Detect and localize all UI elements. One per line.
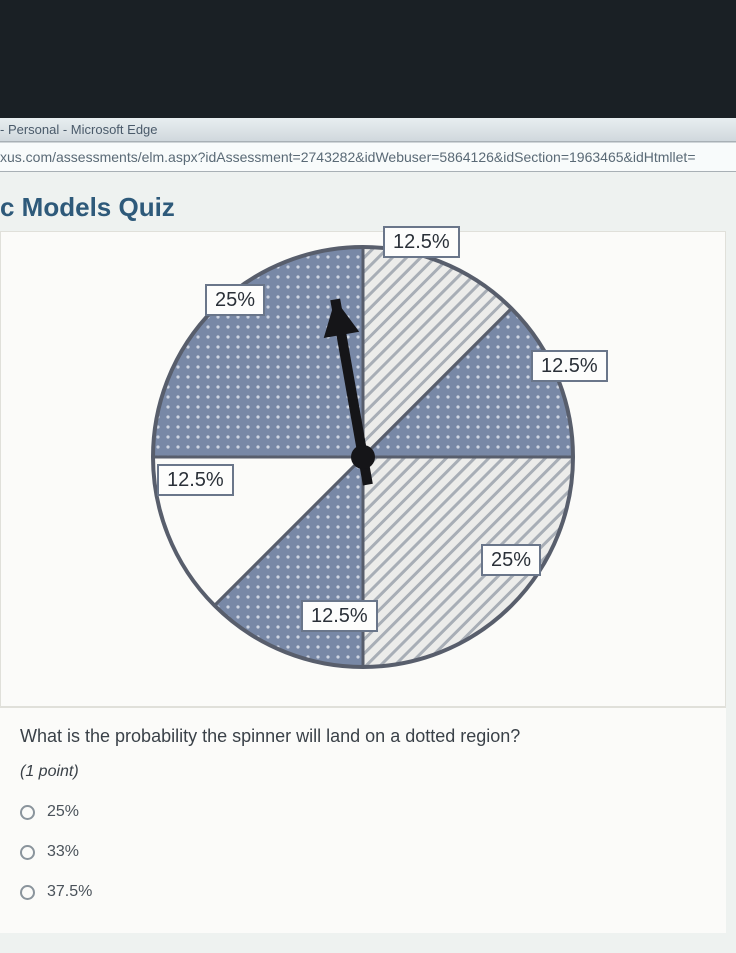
answer-option[interactable]: 25% [20,803,706,821]
question-points: (1 point) [20,763,706,781]
answer-option[interactable]: 37.5% [20,883,706,901]
question-text: What is the probability the spinner will… [20,726,706,747]
answer-options: 25% 33% 37.5% [20,803,706,901]
radio-icon[interactable] [20,885,35,900]
segment-label: 25% [481,544,541,576]
page-title: c Models Quiz [0,186,726,231]
option-label: 37.5% [47,883,92,901]
spinner-chart: 12.5%12.5%25%12.5%12.5%25% [0,231,726,707]
option-label: 33% [47,843,79,861]
window-title: - Personal - Microsoft Edge [0,122,158,137]
answer-option[interactable]: 33% [20,843,706,861]
option-label: 25% [47,803,79,821]
url-text: xus.com/assessments/elm.aspx?idAssessmen… [0,149,696,165]
segment-label: 12.5% [157,464,234,496]
radio-icon[interactable] [20,845,35,860]
window-titlebar: - Personal - Microsoft Edge [0,118,736,142]
page-content: c Models Quiz 12.5% 12.5% 25% 12.5% 12.5% 25%… [0,172,736,953]
address-bar[interactable]: xus.com/assessments/elm.aspx?idAssessmen… [0,142,736,172]
segment-label: 12.5% [301,600,378,632]
segment-label: 25% [205,284,265,316]
radio-icon[interactable] [20,805,35,820]
segment-label: 12.5% [383,226,460,258]
question-block: What is the probability the spinner will… [0,707,726,933]
segment-label: 12.5% [531,350,608,382]
screen-dark-area [0,0,736,118]
